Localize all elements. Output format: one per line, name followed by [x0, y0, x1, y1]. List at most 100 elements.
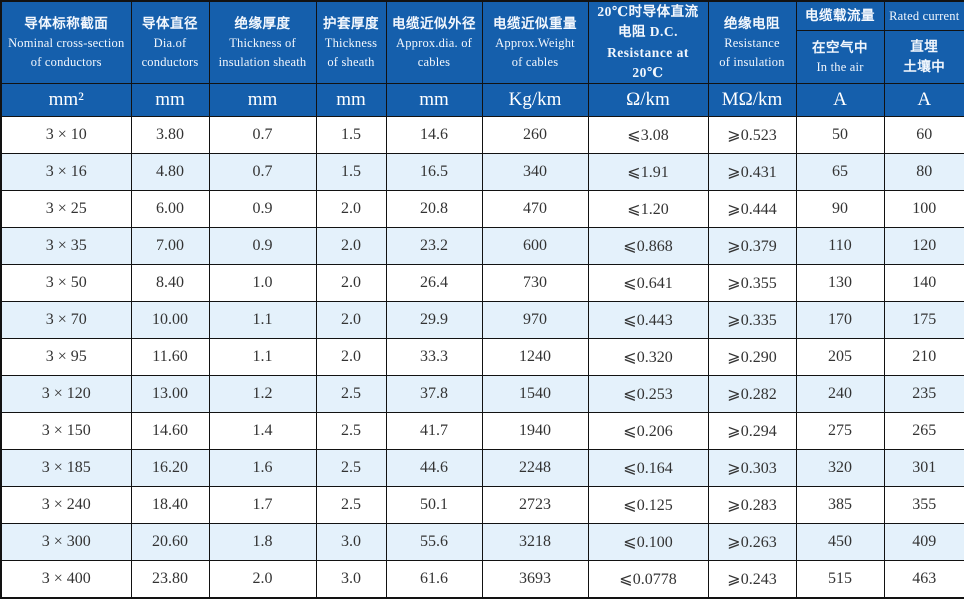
header-line: 直埋	[910, 38, 939, 54]
table-cell: 235	[883, 375, 964, 413]
table-cell: 170	[795, 301, 885, 339]
table-cell: 600	[481, 227, 589, 265]
column-subheader-10: 直埋 土壤中	[883, 30, 964, 84]
table-cell: 1.1	[208, 338, 317, 376]
header-line: Thickness of	[229, 35, 296, 50]
table-row: 3 × 400 23.80 2.0 3.0 61.6 3693 ⩽0.0778 ⩾0.243 5…	[0, 560, 964, 598]
table-cell: 450	[795, 523, 885, 561]
table-cell: 2.5	[315, 375, 387, 413]
table-cell: 110	[795, 227, 885, 265]
header-line: insulation sheath	[218, 54, 307, 69]
table-cell: 90	[795, 190, 885, 228]
table-cell: 29.9	[385, 301, 483, 339]
table-cell: 275	[795, 412, 885, 450]
table-cell: 3 × 120	[0, 375, 132, 413]
table-cell: 1.5	[315, 153, 387, 191]
table-cell: 6.00	[130, 190, 210, 228]
table-row: 3 × 240 18.40 1.7 2.5 50.1 2723 ⩽0.125 ⩾0.283 38…	[0, 486, 964, 524]
table-cell: 26.4	[385, 264, 483, 302]
table-cell: 1540	[481, 375, 589, 413]
unit-cell-7: Ω/km	[587, 83, 709, 117]
table-cell: 1.0	[208, 264, 317, 302]
header-line: 在空气中	[812, 39, 868, 55]
table-cell: 80	[883, 153, 964, 191]
table-cell: 140	[883, 264, 964, 302]
table-cell: 2.5	[315, 449, 387, 487]
table-cell: ⩽0.253	[587, 375, 709, 413]
unit-cell-3: mm	[208, 83, 317, 117]
table-cell: 1.7	[208, 486, 317, 524]
table-body: 3 × 10 3.80 0.7 1.5 14.6 260 ⩽3.08 ⩾0.523 50 60 3 …	[0, 116, 964, 598]
table-cell: 463	[883, 560, 964, 598]
header-line: 导体标称截面	[24, 15, 109, 31]
table-cell: 11.60	[130, 338, 210, 376]
table-cell: 970	[481, 301, 589, 339]
column-group-header-9: 电缆载流量	[795, 0, 885, 32]
table-cell: 340	[481, 153, 589, 191]
header-line: 电缆载流量	[805, 8, 875, 24]
table-cell: ⩾0.294	[707, 412, 797, 450]
table-cell: 210	[883, 338, 964, 376]
header-line: 导体直径	[142, 15, 198, 31]
header-line: of sheath	[327, 54, 375, 69]
column-subheader-9: 在空气中 In the air	[795, 30, 885, 84]
header-line: 绝缘厚度	[234, 15, 291, 31]
table-cell: 730	[481, 264, 589, 302]
table-row: 3 × 16 4.80 0.7 1.5 16.5 340 ⩽1.91 ⩾0.431 65 80	[0, 153, 964, 191]
table-cell: 3 × 25	[0, 190, 132, 228]
table-cell: 0.7	[208, 116, 317, 154]
table-cell: 23.80	[130, 560, 210, 598]
table-cell: ⩽0.125	[587, 486, 709, 524]
table-cell: 3 × 50	[0, 264, 132, 302]
table-cell: 1.2	[208, 375, 317, 413]
table-row: 3 × 10 3.80 0.7 1.5 14.6 260 ⩽3.08 ⩾0.523 50 60	[0, 116, 964, 154]
table-cell: 23.2	[385, 227, 483, 265]
header-line: In the air	[816, 59, 864, 74]
table-cell: 205	[795, 338, 885, 376]
table-cell: ⩾0.303	[707, 449, 797, 487]
header-line: 电缆近似外径	[392, 15, 476, 31]
table-cell: 4.80	[130, 153, 210, 191]
table-cell: ⩾0.283	[707, 486, 797, 524]
table-row: 3 × 120 13.00 1.2 2.5 37.8 1540 ⩽0.253 ⩾0.282 24…	[0, 375, 964, 413]
unit-cell-9: A	[795, 83, 885, 117]
header-line: Rated current	[889, 8, 960, 23]
table-cell: 55.6	[385, 523, 483, 561]
column-header-3: 绝缘厚度 Thickness of insulation sheath	[208, 0, 317, 84]
column-group-header-10: Rated current	[883, 0, 964, 32]
table-cell: 3 × 10	[0, 116, 132, 154]
table-cell: 13.00	[130, 375, 210, 413]
unit-cell-4: mm	[315, 83, 387, 117]
table-cell: ⩽0.868	[587, 227, 709, 265]
table-cell: 7.00	[130, 227, 210, 265]
table-cell: 16.5	[385, 153, 483, 191]
table-cell: 14.6	[385, 116, 483, 154]
table-cell: 2.0	[315, 190, 387, 228]
table-cell: 2.5	[315, 412, 387, 450]
column-header-2: 导体直径 Dia.of conductors	[130, 0, 210, 84]
unit-cell-6: Kg/km	[481, 83, 589, 117]
table-cell: 3.80	[130, 116, 210, 154]
table-cell: 2.0	[315, 264, 387, 302]
table-cell: 65	[795, 153, 885, 191]
table-cell: 385	[795, 486, 885, 524]
table-cell: ⩾0.290	[707, 338, 797, 376]
table-cell: 3 × 95	[0, 338, 132, 376]
table-cell: 16.20	[130, 449, 210, 487]
column-header-7: 20℃时导体直流 电阻 D.C. Resistance at 20℃	[587, 0, 709, 84]
table-cell: ⩾0.355	[707, 264, 797, 302]
table-cell: ⩽0.100	[587, 523, 709, 561]
header-line: conductors	[141, 54, 199, 69]
table-cell: ⩾0.379	[707, 227, 797, 265]
table-row: 3 × 35 7.00 0.9 2.0 23.2 600 ⩽0.868 ⩾0.379 110 12…	[0, 227, 964, 265]
table-cell: 3.0	[315, 560, 387, 598]
table-cell: 3.0	[315, 523, 387, 561]
table-cell: ⩽0.443	[587, 301, 709, 339]
table-cell: 3 × 70	[0, 301, 132, 339]
table-header: 导体标称截面 Nominal cross-section of conductors…	[0, 0, 964, 117]
table-cell: 1.1	[208, 301, 317, 339]
table-cell: 14.60	[130, 412, 210, 450]
header-line: Approx.dia. of	[395, 35, 473, 50]
unit-cell-2: mm	[130, 83, 210, 117]
table-row: 3 × 185 16.20 1.6 2.5 44.6 2248 ⩽0.164 ⩾0.303 32…	[0, 449, 964, 487]
